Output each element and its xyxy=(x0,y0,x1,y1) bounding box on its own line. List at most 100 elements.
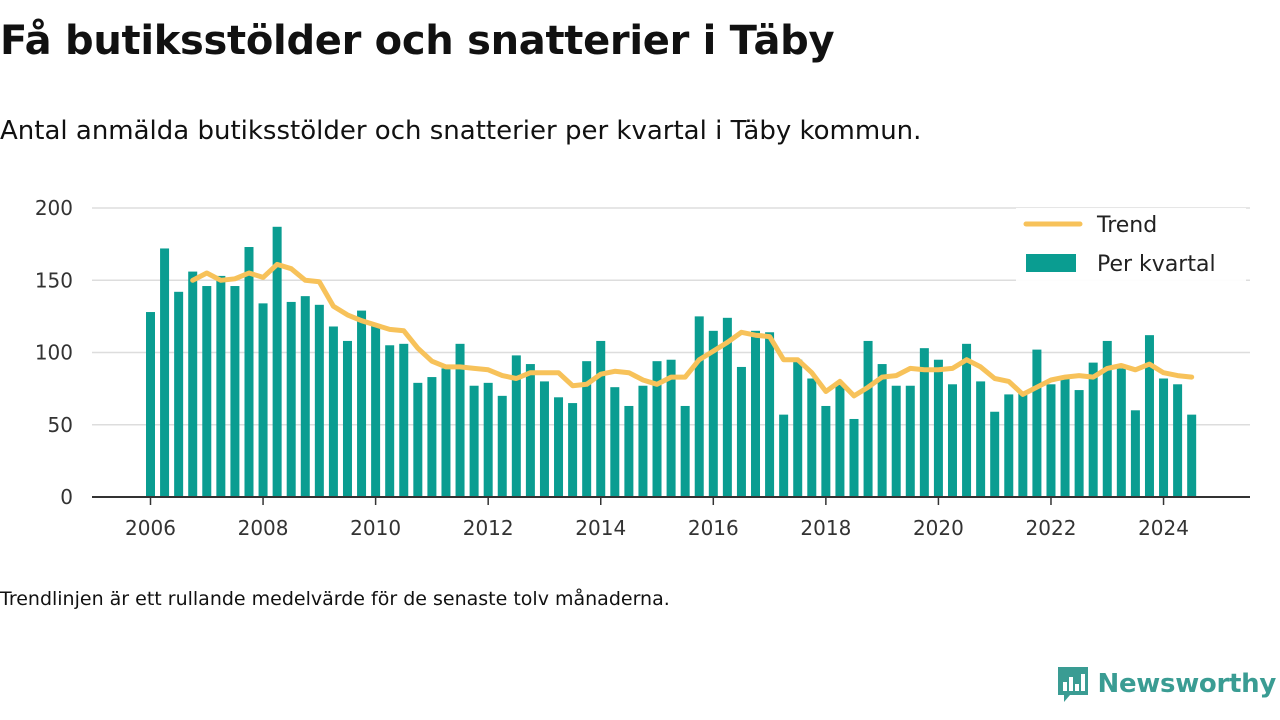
chart-legend: Trend Per kvartal xyxy=(1016,208,1246,282)
bar xyxy=(919,348,929,497)
bar xyxy=(328,326,338,497)
x-tick-label: 2010 xyxy=(350,516,401,540)
x-tick-label: 2018 xyxy=(800,516,851,540)
bar xyxy=(286,301,296,497)
bar xyxy=(1130,410,1140,497)
bar xyxy=(216,275,226,497)
bar xyxy=(554,397,564,497)
bar xyxy=(174,291,184,497)
bar xyxy=(849,418,859,497)
bar xyxy=(1088,362,1098,497)
bar xyxy=(779,414,789,497)
y-tick-label: 0 xyxy=(60,485,73,509)
bar xyxy=(990,411,1000,497)
bar xyxy=(947,384,957,497)
x-tick-label: 2014 xyxy=(575,516,626,540)
bar xyxy=(483,382,493,497)
bar xyxy=(933,359,943,497)
chart-area: 0 50 100 150 200 2006 2008 2010 2012 2014 2016 201… xyxy=(35,196,1250,540)
chart-subtitle: Antal anmälda butiksstölder och snatteri… xyxy=(0,116,922,146)
bar xyxy=(863,340,873,497)
y-axis-ticks: 0 50 100 150 200 xyxy=(35,196,73,509)
bar xyxy=(272,226,282,497)
bar xyxy=(793,359,803,497)
bar xyxy=(413,382,423,497)
x-tick-label: 2008 xyxy=(238,516,289,540)
bar xyxy=(160,248,170,497)
bar xyxy=(258,303,268,497)
bar xyxy=(399,343,409,497)
bar xyxy=(357,310,367,497)
x-tick-label: 2016 xyxy=(688,516,739,540)
bar xyxy=(511,355,521,497)
bar xyxy=(202,286,212,497)
bar xyxy=(1004,394,1014,497)
bar xyxy=(525,364,535,497)
bar xyxy=(905,385,915,497)
bar xyxy=(821,405,831,497)
y-tick-label: 150 xyxy=(35,268,73,292)
bar xyxy=(385,345,395,497)
bar xyxy=(638,385,648,497)
bar xyxy=(539,381,549,497)
bar xyxy=(765,332,775,497)
bar xyxy=(666,359,676,497)
brand-logo: Newsworthy xyxy=(1056,664,1276,704)
bar xyxy=(624,405,634,497)
bar xyxy=(1018,392,1028,497)
legend-bar-swatch xyxy=(1026,254,1076,272)
bar xyxy=(694,316,704,497)
x-tick-label: 2006 xyxy=(125,516,176,540)
bar xyxy=(1116,368,1126,497)
bar xyxy=(427,377,437,497)
bar xyxy=(469,385,479,497)
bar xyxy=(441,368,451,497)
bar xyxy=(342,340,352,497)
y-tick-label: 100 xyxy=(35,341,73,365)
bar xyxy=(807,378,817,497)
bar xyxy=(722,317,732,497)
bar xyxy=(1187,414,1197,497)
bar xyxy=(652,361,662,497)
bar xyxy=(371,325,381,497)
y-tick-label: 50 xyxy=(48,413,73,437)
bar xyxy=(582,361,592,497)
trend-line xyxy=(190,261,1195,399)
x-axis: 2006 2008 2010 2012 2014 2016 2018 2020 2022 2024 xyxy=(92,496,1250,540)
bar xyxy=(1032,349,1042,497)
chart-footnote: Trendlinjen är ett rullande medelvärde f… xyxy=(0,588,670,610)
bar xyxy=(244,247,254,497)
legend-bar-label: Per kvartal xyxy=(1097,252,1216,277)
bar xyxy=(1060,378,1070,497)
bar xyxy=(1159,378,1169,497)
bar xyxy=(568,403,578,497)
x-tick-label: 2024 xyxy=(1138,516,1189,540)
bar xyxy=(1173,384,1183,497)
bar xyxy=(497,395,507,497)
x-tick-label: 2012 xyxy=(463,516,514,540)
bar xyxy=(962,343,972,497)
bar xyxy=(751,330,761,497)
bar xyxy=(188,271,198,497)
bar xyxy=(610,387,620,497)
trend-line-series xyxy=(190,261,1195,399)
bar xyxy=(455,343,465,497)
bar xyxy=(1046,384,1056,497)
bar xyxy=(708,330,718,497)
chart-title: Få butiksstölder och snatterier i Täby xyxy=(0,18,835,64)
bar xyxy=(680,405,690,497)
x-tick-label: 2020 xyxy=(913,516,964,540)
bar xyxy=(1074,390,1084,497)
bar xyxy=(596,340,606,497)
brand-name: Newsworthy xyxy=(1097,669,1277,699)
bar-series-per-kvartal xyxy=(146,226,1197,497)
bar xyxy=(736,366,746,497)
bar xyxy=(230,286,240,497)
bar xyxy=(300,296,310,497)
bar xyxy=(146,312,155,497)
bar xyxy=(835,382,845,497)
newsworthy-logo-icon xyxy=(1057,667,1088,702)
bar xyxy=(877,364,887,497)
bar xyxy=(1144,335,1154,497)
bar xyxy=(976,381,986,497)
